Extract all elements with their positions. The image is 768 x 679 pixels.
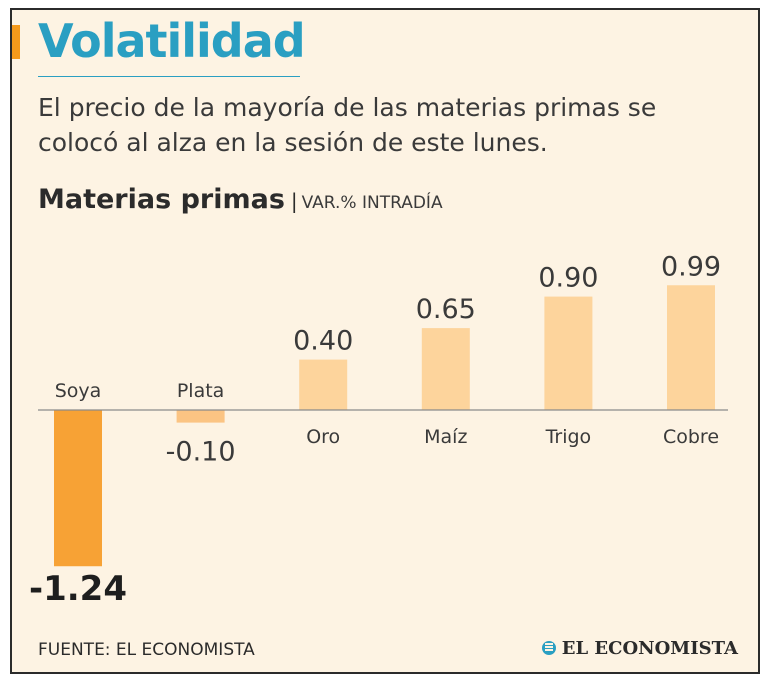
bar-soya xyxy=(54,410,102,567)
page-title: Volatilidad xyxy=(38,14,306,68)
data-label: 0.90 xyxy=(538,263,598,294)
bar-oro xyxy=(299,359,348,410)
source-note: FUENTE: EL ECONOMISTA xyxy=(38,640,255,660)
data-label: 0.99 xyxy=(661,251,721,282)
title-accent-bar xyxy=(12,25,20,59)
chart-subtitle: VAR.% INTRADÍA xyxy=(301,193,443,213)
tick-label: Oro xyxy=(306,426,340,448)
tick-label: Trigo xyxy=(545,426,592,448)
tick-label: Maíz xyxy=(424,426,467,448)
infographic-card xyxy=(10,8,760,674)
bar-maíz xyxy=(421,328,470,410)
data-label: -1.24 xyxy=(29,569,127,609)
brand-name: EL ECONOMISTA xyxy=(561,638,738,659)
chart-title-separator: | xyxy=(290,189,298,213)
data-label: 0.40 xyxy=(293,326,353,357)
bar-cobre xyxy=(667,285,715,410)
subtitle: El precio de la mayoría de las materias … xyxy=(38,93,657,157)
data-label: -0.10 xyxy=(166,437,236,468)
bar-trigo xyxy=(544,296,593,410)
tick-label: Cobre xyxy=(663,426,719,448)
bar-plata xyxy=(176,410,225,423)
tick-label: Soya xyxy=(55,380,102,402)
chart-heading: Materias primas | VAR.% INTRADÍA xyxy=(38,184,443,215)
chart-title: Materias primas xyxy=(38,184,285,215)
data-label: 0.65 xyxy=(416,294,476,325)
brand-icon xyxy=(541,641,556,655)
brand-logo: EL ECONOMISTA xyxy=(541,638,738,659)
title-underline xyxy=(38,76,300,77)
tick-label: Plata xyxy=(177,380,224,402)
